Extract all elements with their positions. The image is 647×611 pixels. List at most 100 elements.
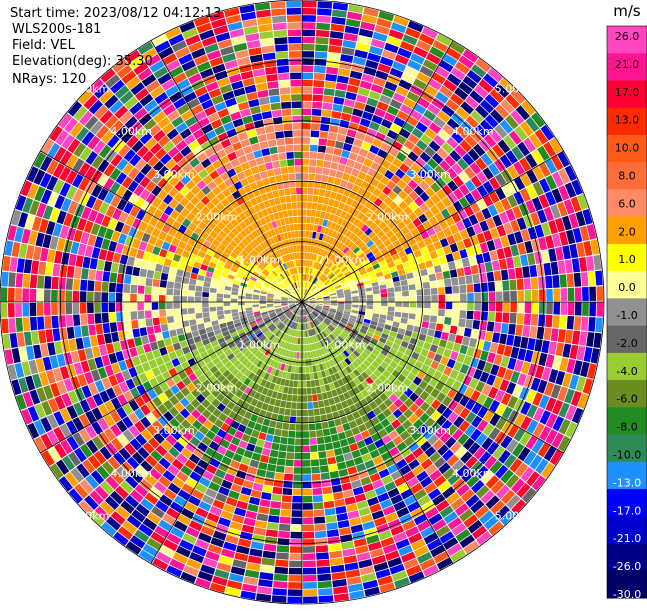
range-gate	[555, 247, 564, 261]
range-gate	[341, 47, 354, 56]
range-gate	[327, 60, 339, 68]
range-gate	[313, 87, 324, 94]
range-gate	[8, 288, 15, 302]
range-gate	[30, 317, 38, 331]
range-gate	[277, 538, 289, 545]
range-gate	[448, 333, 456, 342]
range-gate	[487, 322, 495, 332]
range-gate	[216, 302, 223, 306]
range-gate	[492, 332, 500, 343]
range-gate	[251, 541, 264, 550]
range-gate	[303, 460, 311, 467]
range-gate	[328, 132, 337, 140]
range-gate	[333, 148, 342, 156]
range-gate	[289, 217, 294, 224]
range-gate	[329, 125, 339, 133]
range-gate	[302, 202, 307, 209]
range-gate	[485, 262, 493, 272]
range-gate	[517, 313, 524, 324]
range-gate	[166, 309, 173, 316]
range-gate	[303, 489, 312, 496]
range-gate	[402, 313, 409, 319]
range-gate	[328, 536, 340, 544]
range-gate	[434, 265, 442, 273]
range-gate	[275, 473, 284, 481]
range-gate	[343, 555, 357, 564]
range-gate	[330, 558, 344, 566]
range-gate	[457, 327, 465, 336]
range-gate	[138, 311, 145, 319]
range-gate	[323, 429, 331, 437]
range-gate	[410, 296, 417, 302]
range-gate	[30, 289, 37, 302]
range-gate	[60, 328, 68, 340]
range-gate	[320, 124, 329, 132]
range-gate	[324, 88, 335, 96]
range-gate	[279, 153, 287, 160]
range-gate	[252, 453, 261, 462]
range-gate	[308, 402, 314, 409]
range-gate	[80, 291, 87, 302]
range-gate	[464, 328, 472, 337]
range-gate	[141, 336, 149, 345]
range-gate	[427, 267, 435, 275]
range-gate	[289, 424, 296, 431]
range-gate	[37, 303, 44, 316]
range-gate	[424, 308, 431, 315]
range-gate	[515, 267, 523, 279]
range-gate	[132, 329, 140, 338]
range-gate	[268, 457, 277, 465]
range-gate	[340, 439, 349, 447]
range-gate	[203, 287, 210, 293]
range-gate	[253, 150, 262, 158]
range-gate	[33, 246, 42, 260]
range-gate	[195, 297, 202, 302]
range-gate	[266, 132, 275, 140]
range-gate	[269, 147, 278, 155]
range-gate	[462, 336, 470, 346]
range-gate	[291, 402, 297, 409]
range-gate	[280, 160, 288, 167]
range-gate	[37, 275, 45, 288]
range-gate	[545, 315, 552, 328]
range-gate	[331, 565, 345, 573]
range-gate	[209, 302, 216, 307]
range-gate	[438, 287, 445, 294]
range-gate	[309, 159, 316, 166]
range-gate	[319, 138, 328, 146]
range-gate	[443, 325, 451, 333]
range-gate	[297, 403, 302, 410]
range-gate	[306, 366, 310, 373]
range-gate	[395, 307, 402, 312]
range-gate	[152, 303, 159, 310]
range-gate	[171, 261, 179, 269]
range-gate	[260, 171, 268, 179]
range-gate	[303, 532, 315, 539]
range-gate	[160, 317, 167, 325]
range-gate	[104, 333, 112, 344]
range-gate	[388, 297, 395, 302]
range-gate	[296, 245, 299, 252]
range-gate	[159, 288, 166, 295]
range-gate	[431, 295, 438, 302]
range-gate	[322, 422, 329, 430]
range-gate	[501, 270, 509, 281]
range-gate	[195, 291, 202, 297]
range-gate	[329, 551, 342, 559]
range-gate	[24, 259, 32, 273]
range-gate	[92, 247, 101, 259]
range-gate	[285, 467, 294, 474]
range-gate	[459, 285, 466, 293]
range-gate	[259, 572, 273, 580]
range-gate	[273, 23, 287, 31]
range-gate	[330, 31, 344, 39]
range-gate	[261, 38, 275, 46]
range-gate	[466, 347, 475, 357]
range-gate	[302, 1, 317, 8]
range-gate	[324, 436, 332, 444]
range-gate	[555, 343, 564, 357]
range-gate	[22, 303, 29, 317]
range-gate	[596, 286, 603, 301]
range-gate	[394, 286, 401, 292]
